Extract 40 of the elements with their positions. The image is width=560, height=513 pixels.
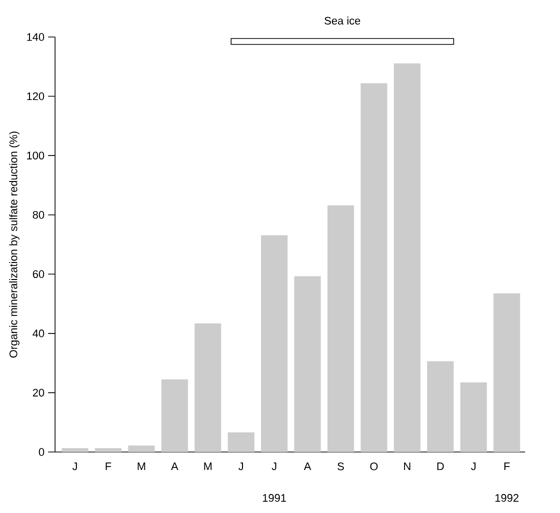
text: 1992 — [495, 494, 518, 502]
bar — [128, 445, 155, 452]
y-tick-label: 100 — [27, 152, 44, 160]
bar — [294, 276, 321, 452]
y-tick-label: 40 — [32, 330, 44, 338]
x-tick-label: A — [171, 462, 178, 470]
x-tick-label: M — [204, 462, 212, 470]
x-tick-label: J — [471, 462, 476, 470]
x-tick-label: J — [238, 462, 244, 470]
bar — [161, 379, 188, 452]
text: Sea ice — [324, 16, 360, 25]
y-tick-label: 0 — [38, 448, 44, 456]
bar — [327, 205, 354, 452]
bar — [427, 361, 454, 452]
bar — [228, 432, 254, 452]
x-tick-label: J — [72, 462, 77, 470]
x-tick-label: N — [404, 462, 410, 470]
y-tick-label: 20 — [32, 388, 44, 397]
y-tick-label: 140 — [27, 33, 44, 41]
x-tick-label: J — [272, 462, 276, 470]
bar — [460, 382, 487, 452]
x-tick-label: M — [138, 462, 146, 470]
bar — [62, 448, 88, 452]
bar — [360, 83, 388, 452]
bar — [261, 235, 288, 452]
x-tick-label: S — [338, 462, 344, 470]
x-tick-label: F — [504, 462, 510, 470]
y-axis-title: Organic mineralization by sulfate reduction (%) — [9, 132, 20, 358]
text: 1991 — [262, 494, 286, 502]
bar — [494, 293, 520, 452]
x-tick-label: D — [437, 462, 444, 470]
bar — [394, 63, 420, 452]
x-tick-label: O — [370, 462, 378, 470]
bar — [194, 323, 222, 452]
x-tick-label: A — [304, 462, 312, 470]
y-tick-label: 80 — [32, 210, 44, 219]
y-tick-label: 60 — [32, 270, 44, 278]
x-tick-label: F — [106, 462, 112, 470]
y-tick-label: 120 — [27, 92, 44, 100]
bar — [94, 448, 122, 452]
